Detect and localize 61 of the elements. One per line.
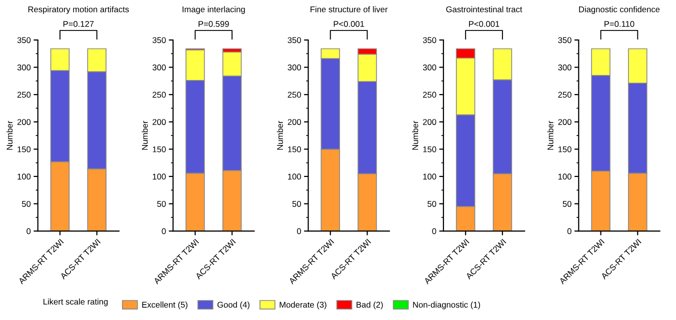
y-tick-label: 200 <box>558 119 572 125</box>
legend-label: Bad (2) <box>356 302 383 310</box>
y-tick-label: 150 <box>288 146 301 152</box>
y-tick-label: 0 <box>297 228 301 234</box>
y-tick-label: 150 <box>152 146 166 152</box>
y-tick-label: 300 <box>288 64 301 70</box>
y-tick-label: 150 <box>423 146 436 152</box>
y-axis-title: Number <box>276 120 283 150</box>
legend-label: Excellent (5) <box>142 302 188 310</box>
legend-title: Likert scale rating <box>44 298 108 306</box>
legend-label: Moderate (3) <box>280 302 326 310</box>
text: P=0.127 <box>63 20 94 27</box>
y-tick-label: 250 <box>152 92 166 98</box>
text: P=0.599 <box>198 20 229 27</box>
y-tick-label: 100 <box>423 174 436 180</box>
y-tick-label: 50 <box>562 200 572 207</box>
y-tick-label: 0 <box>162 228 166 234</box>
y-tick-label: 300 <box>17 64 31 70</box>
y-tick-label: 100 <box>558 174 572 180</box>
chart-title: Image interlacing <box>182 6 245 14</box>
y-tick-label: 350 <box>422 37 436 44</box>
y-tick-label: 300 <box>152 64 166 70</box>
text: P<0.001 <box>469 20 500 27</box>
y-tick-label: 0 <box>567 228 572 234</box>
y-tick-label: 150 <box>18 146 31 152</box>
y-tick-label: 0 <box>26 228 31 234</box>
legend-label: Non-diagnostic (1) <box>413 302 480 310</box>
chart-title: Fine structure of liver <box>310 6 388 12</box>
chart-title: Respiratory motion artifacts <box>28 6 129 14</box>
y-tick-label: 250 <box>423 92 436 98</box>
y-tick-label: 100 <box>18 174 31 180</box>
y-axis-title: Number <box>142 120 148 150</box>
y-tick-label: 100 <box>152 174 166 180</box>
text: P<0.001 <box>334 20 364 27</box>
y-axis-title: Number <box>547 120 554 150</box>
y-tick-label: 300 <box>558 64 572 70</box>
y-tick-label: 50 <box>428 200 436 207</box>
y-tick-label: 350 <box>288 37 301 44</box>
y-tick-label: 50 <box>22 200 31 207</box>
y-tick-label: 50 <box>292 200 301 207</box>
chart-title: Gastrointestinal tract <box>446 6 522 12</box>
y-tick-label: 350 <box>558 37 572 44</box>
y-tick-label: 250 <box>558 92 572 98</box>
y-tick-label: 150 <box>558 146 572 152</box>
text: P=0.110 <box>604 20 634 27</box>
chart-title: Diagnostic confidence <box>579 6 660 14</box>
y-axis-title: Number <box>412 120 418 150</box>
y-tick-label: 300 <box>422 64 436 70</box>
y-tick-label: 200 <box>17 119 31 125</box>
y-tick-label: 350 <box>152 37 166 44</box>
legend-label: Good (4) <box>217 302 250 310</box>
y-tick-label: 350 <box>17 37 31 44</box>
y-tick-label: 250 <box>17 92 31 98</box>
y-tick-label: 250 <box>288 92 301 98</box>
y-tick-label: 0 <box>432 228 436 234</box>
y-tick-label: 100 <box>288 174 301 180</box>
y-tick-label: 200 <box>423 119 436 125</box>
y-tick-label: 50 <box>157 200 166 207</box>
y-tick-label: 200 <box>152 119 166 125</box>
y-axis-title: Number <box>6 120 13 150</box>
y-tick-label: 200 <box>288 119 301 125</box>
